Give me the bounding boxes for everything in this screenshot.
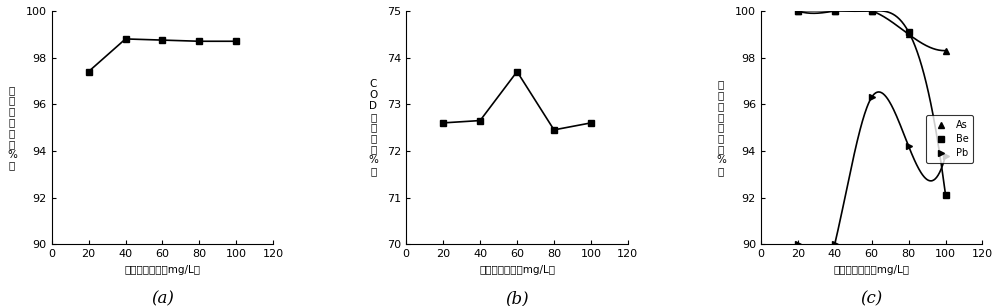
Y-axis label: 激
度
去
除
率
（
%
）: 激 度 去 除 率 （ % ） — [7, 85, 17, 170]
Line: As: As — [795, 8, 948, 53]
X-axis label: 絮凝剂添加量（mg/L）: 絮凝剂添加量（mg/L） — [834, 265, 910, 274]
Be — [903, 30, 915, 34]
Y-axis label: C
O
D
去
除
率
（
%
）: C O D 去 除 率 （ % ） — [368, 79, 378, 176]
As — [940, 49, 952, 52]
Text: (b): (b) — [505, 290, 529, 306]
Y-axis label: 重
金
属
去
除
率
（
%
）: 重 金 属 去 除 率 （ % ） — [716, 79, 726, 176]
Legend: As, Be, Pb: As, Be, Pb — [926, 115, 973, 163]
X-axis label: 絮凝剂投加量（mg/L）: 絮凝剂投加量（mg/L） — [479, 265, 555, 274]
As — [866, 9, 878, 13]
Pb — [829, 242, 841, 246]
As — [903, 32, 915, 36]
As — [792, 9, 804, 13]
Be — [792, 9, 804, 13]
Line: Be: Be — [795, 8, 948, 198]
Pb — [866, 95, 878, 99]
Pb — [792, 242, 804, 246]
Be — [866, 9, 878, 13]
Pb — [903, 144, 915, 148]
Be — [940, 193, 952, 197]
As — [829, 9, 841, 13]
Line: Pb: Pb — [795, 95, 948, 247]
Pb — [940, 154, 952, 157]
Text: (c): (c) — [861, 290, 883, 306]
Text: (a): (a) — [151, 290, 174, 306]
Be — [829, 9, 841, 13]
X-axis label: 絮凝剂添加量（mg/L）: 絮凝剂添加量（mg/L） — [124, 265, 200, 274]
